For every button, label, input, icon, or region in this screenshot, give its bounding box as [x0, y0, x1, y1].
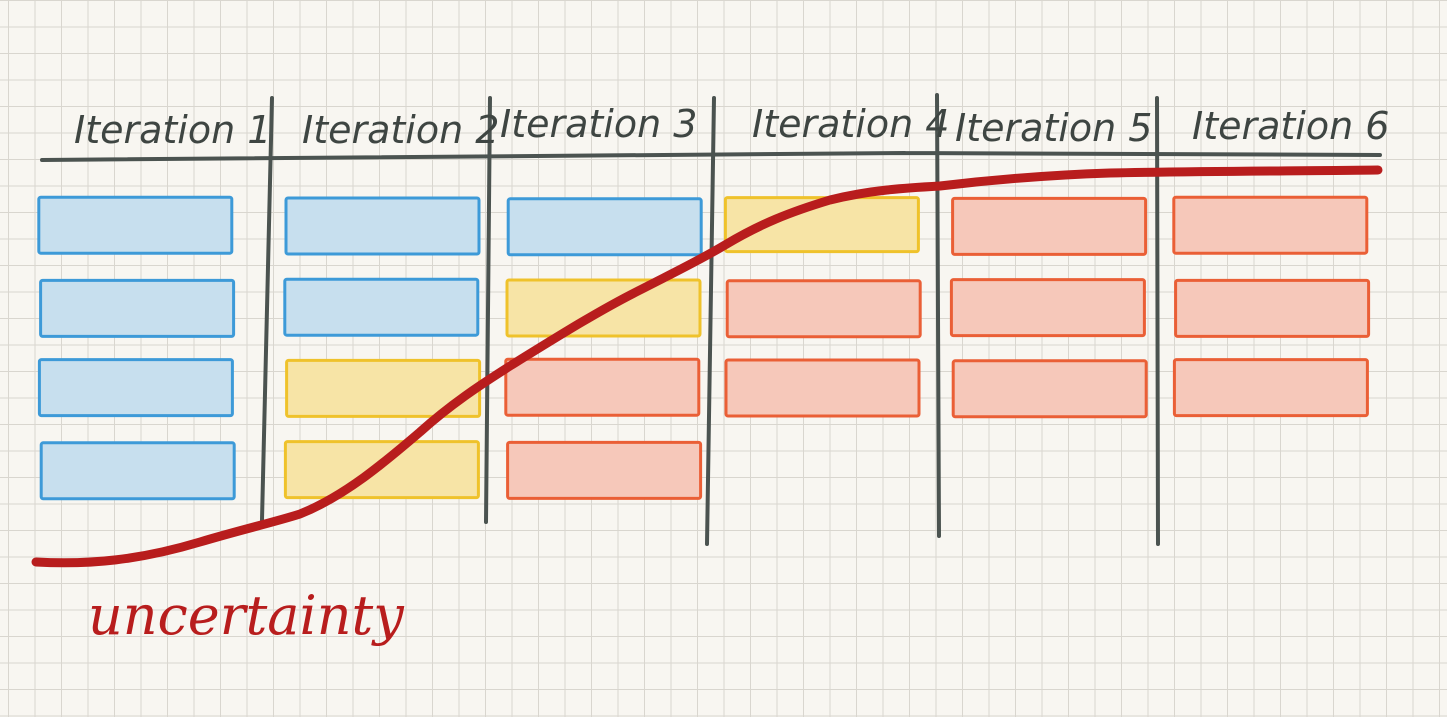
uncertainty-curve — [31, 165, 1383, 568]
iteration-3-card-3 — [504, 357, 701, 417]
iteration-5-card-2 — [949, 278, 1146, 338]
iteration-2-card-4 — [283, 440, 480, 500]
iteration-6-label: Iteration 6 — [1192, 104, 1389, 148]
column-divider-5 — [1155, 96, 1160, 546]
iteration-5-label: Iteration 5 — [955, 106, 1152, 150]
iteration-1-card-4 — [39, 441, 236, 501]
iteration-3-card-1 — [506, 197, 703, 257]
iteration-1-card-1 — [37, 195, 234, 255]
card-area — [37, 195, 1371, 501]
iteration-2-card-2 — [283, 277, 480, 337]
iteration-6-card-1 — [1172, 195, 1369, 255]
column-divider-2 — [484, 96, 492, 524]
header-baseline — [40, 151, 1382, 162]
column-divider-1 — [260, 96, 274, 522]
iteration-4-card-2 — [725, 279, 922, 339]
iteration-6-card-3 — [1172, 358, 1369, 418]
iteration-5-card-3 — [951, 359, 1148, 419]
iteration-2-card-1 — [284, 196, 481, 256]
iteration-1-card-3 — [37, 358, 234, 418]
column-divider-4 — [935, 93, 941, 538]
iteration-3-label: Iteration 3 — [500, 102, 697, 146]
iteration-3-card-4 — [506, 440, 703, 500]
iteration-6-card-2 — [1174, 278, 1371, 338]
iteration-4-label: Iteration 4 — [752, 102, 949, 146]
iteration-4-card-1 — [723, 196, 920, 254]
column-divider-3 — [705, 96, 716, 546]
iteration-1-label: Iteration 1 — [74, 108, 271, 152]
uncertainty-label: uncertainty — [88, 584, 405, 647]
iteration-4-card-3 — [724, 358, 921, 418]
iteration-5-card-1 — [951, 196, 1148, 256]
iteration-1-card-2 — [39, 278, 236, 338]
iteration-2-label: Iteration 2 — [302, 108, 499, 152]
